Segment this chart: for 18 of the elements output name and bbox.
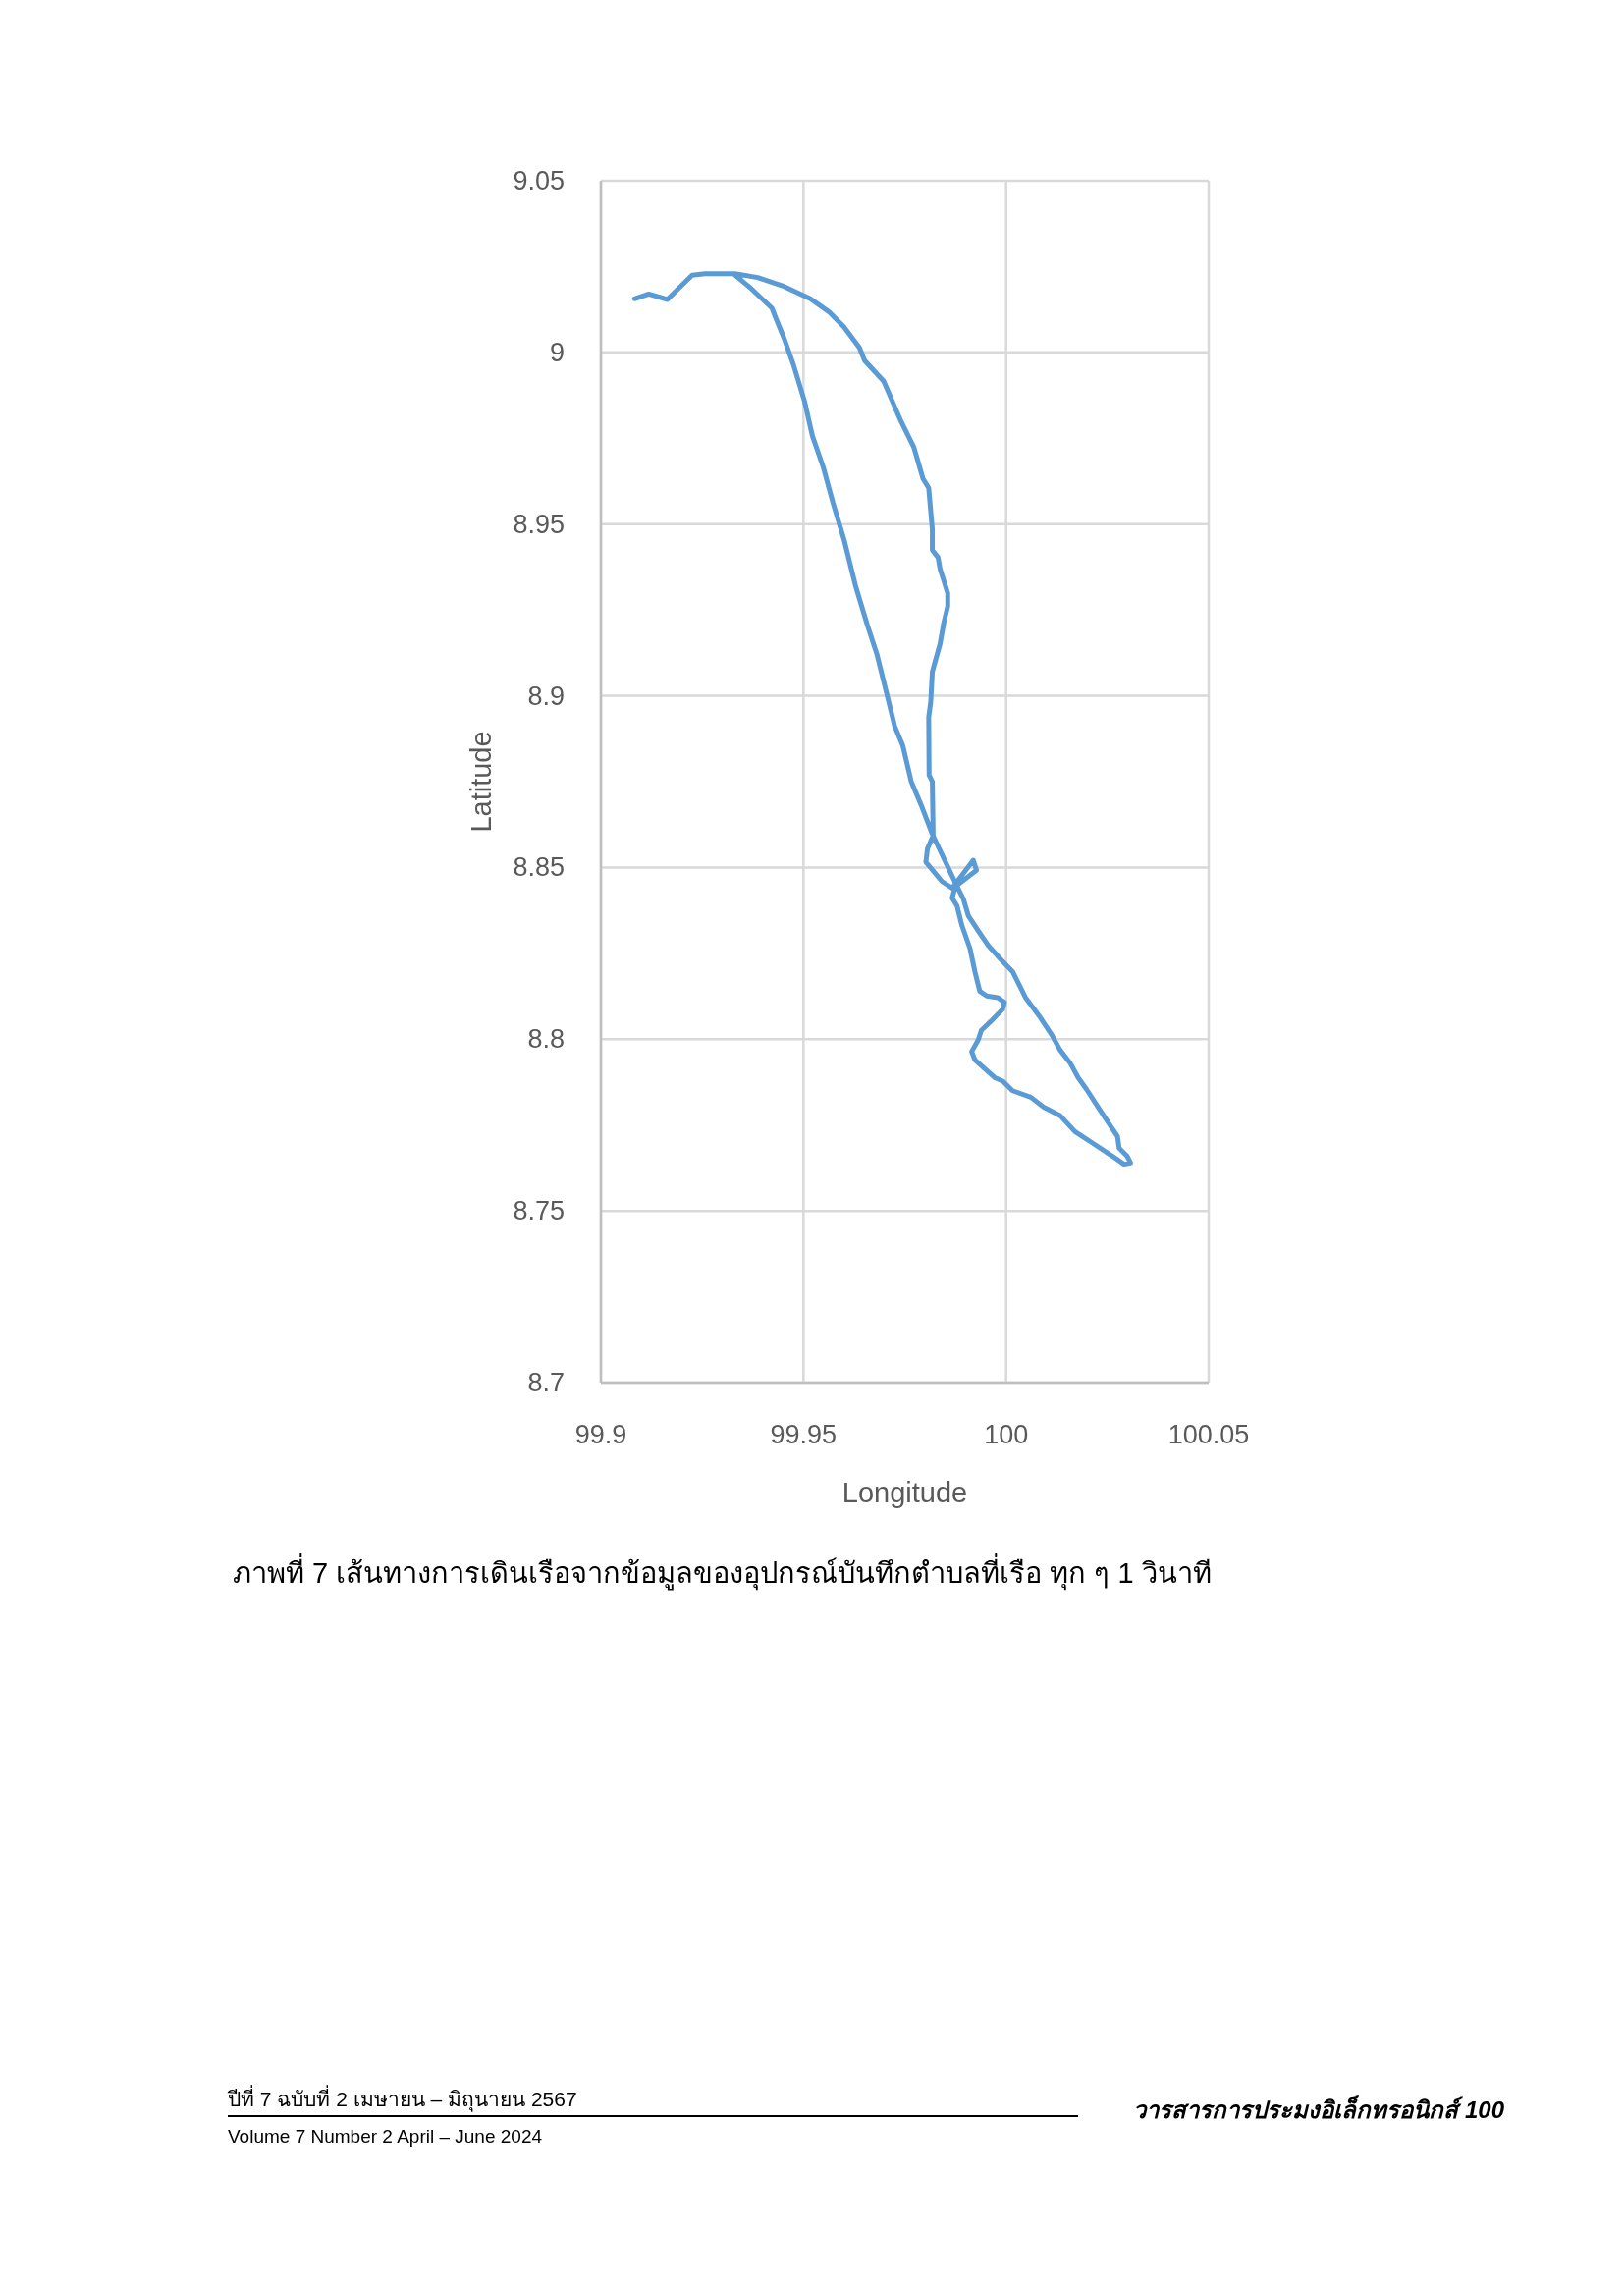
y-tick-label: 8.7 bbox=[527, 1368, 565, 1397]
y-tick-label: 8.75 bbox=[513, 1196, 565, 1226]
y-tick-label: 8.9 bbox=[527, 680, 565, 711]
text: ปีที่ 7 ฉบับที่ 2 เมษายน – มิถุนายน 2567 bbox=[227, 2085, 577, 2112]
y-tick-label: 8.95 bbox=[513, 509, 565, 539]
y-tick-label: 9.05 bbox=[513, 166, 565, 195]
x-tick-label: 99.95 bbox=[770, 1420, 838, 1449]
x-tick-label: 100 bbox=[984, 1420, 1029, 1449]
x-tick-label: 100.05 bbox=[1167, 1420, 1250, 1449]
y-tick-label: 9 bbox=[549, 337, 565, 367]
y-axis-title: Latitude bbox=[465, 731, 497, 833]
text: วารสารการประมงอิเล็กทรอนิกส์ 100 bbox=[1133, 2096, 1505, 2123]
x-axis-title: Longitude bbox=[841, 1477, 968, 1508]
text: Volume 7 Number 2 April – June 2024 bbox=[228, 2126, 543, 2147]
y-tick-label: 8.8 bbox=[527, 1024, 565, 1055]
x-tick-label: 99.9 bbox=[574, 1420, 627, 1449]
text: ภาพที่ 7 เส้นทางการเดินเรือจากข้อมูลของอุปกรณ์บันทึกตำบลที่เรือ ทุก ๆ 1 วินาที bbox=[233, 1553, 1212, 1591]
y-tick-label: 8.85 bbox=[513, 852, 565, 883]
